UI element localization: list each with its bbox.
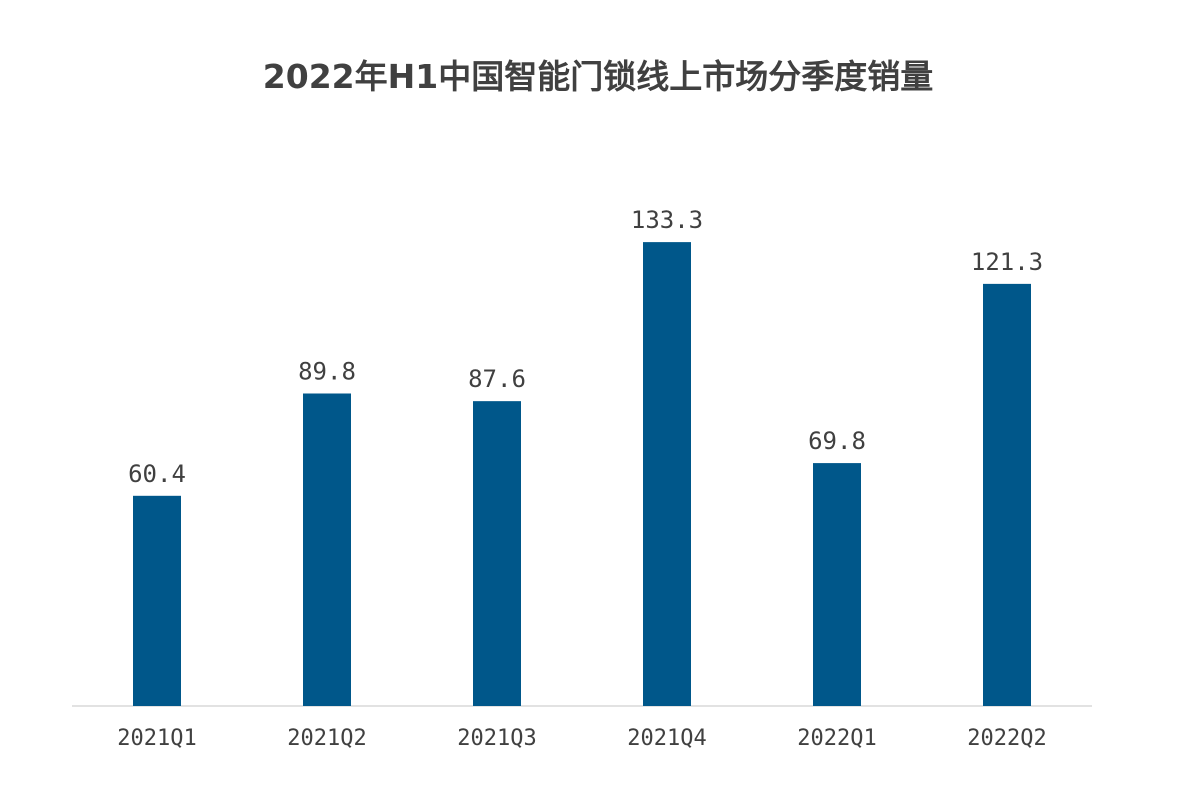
x-tick-label-2021Q1: 2021Q1: [117, 726, 196, 751]
chart-title: 2022年H1中国智能门锁线上市场分季度销量: [262, 57, 934, 96]
bar-2021Q3: [473, 401, 521, 706]
x-tick-label-2022Q2: 2022Q2: [967, 726, 1046, 751]
data-label-2021Q3: 87.6: [468, 365, 526, 393]
data-label-2022Q1: 69.8: [808, 427, 866, 455]
x-tick-label-2021Q3: 2021Q3: [457, 726, 536, 751]
x-tick-label-2022Q1: 2022Q1: [797, 726, 876, 751]
bar-2022Q1: [813, 463, 861, 706]
data-label-2021Q4: 133.3: [631, 206, 703, 234]
data-label-2021Q1: 60.4: [128, 460, 186, 488]
data-label-2022Q2: 121.3: [971, 248, 1043, 276]
bar-2021Q1: [133, 495, 181, 706]
x-tick-label-2021Q4: 2021Q4: [627, 726, 706, 751]
data-label-2021Q2: 89.8: [298, 357, 356, 385]
bar-2022Q2: [983, 283, 1031, 706]
x-tick-label-2021Q2: 2021Q2: [287, 726, 366, 751]
bar-2021Q2: [303, 393, 351, 706]
bar-2021Q4: [643, 242, 691, 706]
